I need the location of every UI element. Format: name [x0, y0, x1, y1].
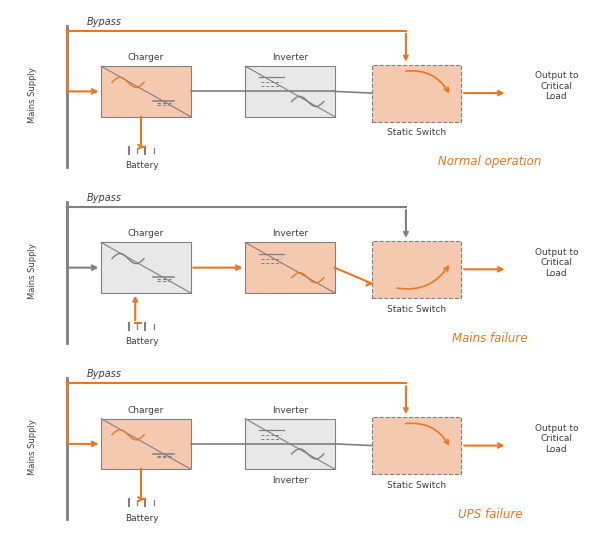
Bar [101, 66, 191, 117]
Text: Inverter: Inverter [272, 53, 308, 62]
Text: Inverter: Inverter [272, 405, 308, 415]
Bar [245, 66, 335, 117]
Bar [101, 242, 191, 293]
Text: Battery: Battery [125, 161, 158, 170]
Bar [372, 417, 461, 474]
Text: Bypass: Bypass [87, 369, 122, 379]
Text: Static Switch: Static Switch [387, 128, 446, 137]
Text: Output to
Critical
Load: Output to Critical Load [535, 424, 578, 454]
Text: Mains Supply: Mains Supply [28, 420, 37, 475]
Text: Charger: Charger [128, 53, 164, 62]
Text: Bypass: Bypass [87, 17, 122, 27]
Text: UPS failure: UPS failure [458, 508, 523, 521]
Text: Mains Supply: Mains Supply [28, 67, 37, 122]
Bar [245, 242, 335, 293]
Bar [245, 419, 335, 469]
Text: Mains failure: Mains failure [452, 332, 528, 345]
Text: Output to
Critical
Load: Output to Critical Load [535, 248, 578, 278]
Text: Charger: Charger [128, 229, 164, 238]
Bar [101, 419, 191, 469]
Text: Inverter: Inverter [272, 229, 308, 238]
Text: Output to
Critical
Load: Output to Critical Load [535, 72, 578, 101]
Text: Static Switch: Static Switch [387, 305, 446, 314]
Text: Battery: Battery [125, 337, 158, 346]
Text: Inverter: Inverter [272, 476, 308, 485]
Text: Static Switch: Static Switch [387, 481, 446, 490]
Text: Mains Supply: Mains Supply [28, 243, 37, 299]
Text: Normal operation: Normal operation [439, 156, 542, 169]
Text: Battery: Battery [125, 513, 158, 522]
Text: Charger: Charger [128, 405, 164, 415]
Bar [372, 241, 461, 298]
Bar [372, 64, 461, 121]
Text: Bypass: Bypass [87, 193, 122, 203]
